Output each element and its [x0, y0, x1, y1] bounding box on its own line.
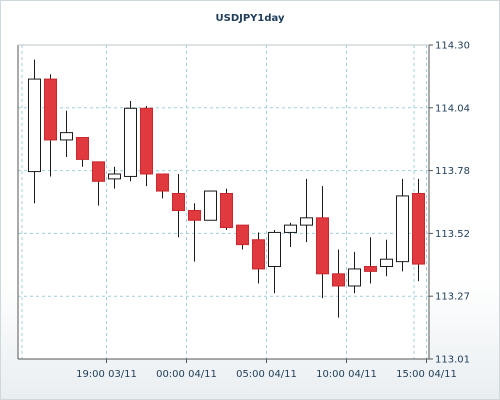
candle-body-up — [268, 231, 281, 268]
x-tick-label: 00:00 04/11 — [156, 369, 217, 380]
candle-body-down — [252, 239, 265, 270]
candle-body-up — [380, 258, 393, 268]
candle-body-down — [44, 78, 57, 141]
candle-body-down — [332, 273, 345, 287]
y-tick-label: 113.78 — [435, 166, 470, 177]
candle-body-up — [204, 190, 217, 221]
candle-body-up — [284, 224, 297, 233]
candle-body-down — [188, 210, 201, 221]
candle-body-up — [124, 107, 137, 177]
x-tick-label: 15:00 04/11 — [396, 369, 457, 380]
candle-body-up — [396, 195, 409, 263]
candle-body-up — [300, 217, 313, 226]
candle-body-down — [316, 217, 329, 275]
candle-body-down — [156, 173, 169, 192]
candle-body-down — [412, 192, 425, 265]
candle-body-down — [140, 107, 153, 175]
candle-body-down — [220, 192, 233, 229]
y-tick-label: 113.52 — [435, 229, 470, 240]
candle-body-down — [364, 266, 377, 272]
x-tick-label: 05:00 04/11 — [236, 369, 297, 380]
y-tick-label: 113.27 — [435, 292, 470, 303]
candle-body-down — [76, 136, 89, 160]
y-tick-label: 114.04 — [435, 103, 470, 114]
candle-body-up — [348, 268, 361, 287]
y-tick-label: 113.01 — [435, 355, 470, 366]
candle-body-down — [172, 192, 185, 212]
candle-body-down — [236, 224, 249, 246]
candle-body-up — [108, 173, 121, 180]
y-tick-label: 114.30 — [435, 41, 470, 52]
x-tick-label: 19:00 03/11 — [76, 369, 137, 380]
candle-body-up — [28, 78, 41, 173]
x-tick-label: 10:00 04/11 — [316, 369, 377, 380]
candle-body-up — [60, 132, 73, 141]
chart-title: USDJPY1day — [215, 13, 285, 24]
candle-body-down — [92, 161, 105, 182]
